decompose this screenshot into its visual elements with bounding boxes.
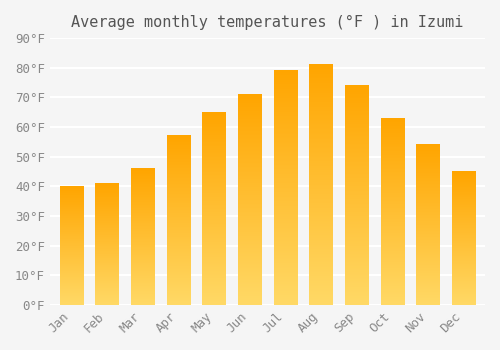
Title: Average monthly temperatures (°F ) in Izumi: Average monthly temperatures (°F ) in Iz… xyxy=(71,15,464,30)
